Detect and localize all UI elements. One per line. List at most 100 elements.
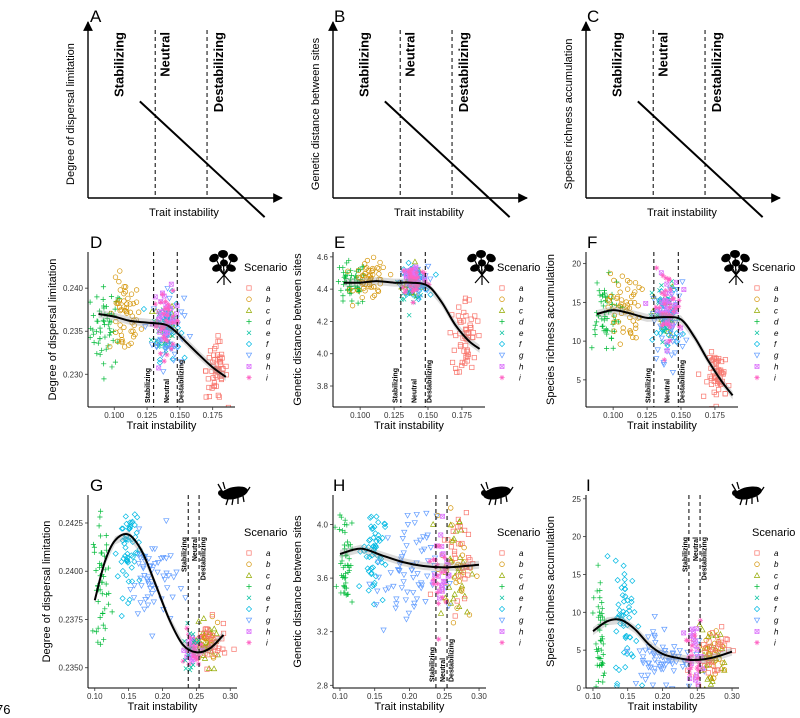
data-point-a bbox=[216, 394, 222, 400]
data-point-d bbox=[333, 583, 339, 590]
legend-key-c bbox=[753, 572, 761, 578]
data-point-g bbox=[127, 586, 134, 593]
data-point-b bbox=[376, 266, 382, 272]
data-point-i bbox=[426, 281, 432, 288]
data-point-b bbox=[461, 558, 467, 565]
scatter-points bbox=[335, 254, 482, 375]
data-point-d bbox=[591, 595, 597, 601]
data-point-d bbox=[594, 662, 600, 668]
data-point-a bbox=[730, 648, 736, 654]
legend-key-i bbox=[499, 375, 505, 381]
data-point-g bbox=[151, 546, 159, 553]
data-point-f bbox=[131, 511, 138, 518]
data-point-d bbox=[593, 641, 599, 647]
data-point-g bbox=[180, 295, 188, 302]
y-tick-label: 0.2375 bbox=[59, 615, 84, 624]
x-tick-label: 0.10 bbox=[87, 692, 103, 701]
legend-title: Scenario bbox=[244, 527, 287, 539]
panel-C: C Stabilizing Neutral Destabilizing Species … bbox=[563, 7, 781, 219]
data-point-e bbox=[190, 662, 196, 668]
data-point-i bbox=[159, 323, 165, 329]
data-point-f bbox=[371, 579, 378, 586]
data-point-f bbox=[638, 682, 646, 688]
plant-root-icon bbox=[728, 269, 744, 285]
data-point-i bbox=[421, 270, 428, 276]
data-point-g bbox=[415, 582, 422, 589]
data-point-a bbox=[711, 645, 717, 651]
legend-label-c: c bbox=[774, 571, 778, 580]
data-point-f bbox=[623, 650, 631, 657]
data-point-g bbox=[150, 599, 158, 606]
data-point-d bbox=[595, 646, 602, 652]
data-point-g bbox=[402, 597, 410, 604]
data-point-g bbox=[384, 535, 392, 542]
data-point-a bbox=[452, 548, 458, 554]
legend-label-d: d bbox=[519, 583, 524, 592]
data-point-i bbox=[689, 643, 695, 649]
data-point-a bbox=[456, 304, 462, 310]
data-point-a bbox=[702, 650, 708, 656]
data-point-d bbox=[600, 641, 606, 647]
data-point-g bbox=[164, 285, 171, 292]
data-point-g bbox=[159, 352, 166, 359]
data-point-a bbox=[468, 316, 474, 322]
data-point-b bbox=[620, 329, 626, 335]
zone-label-destabilizing: Destabilizing bbox=[680, 360, 687, 403]
data-point-b bbox=[124, 301, 130, 307]
data-point-a bbox=[210, 375, 216, 381]
x-tick-label: 0.15 bbox=[367, 692, 383, 701]
data-point-g bbox=[401, 529, 408, 536]
data-point-d bbox=[595, 654, 601, 660]
data-point-f bbox=[612, 664, 620, 671]
data-point-d bbox=[342, 521, 348, 528]
data-point-g bbox=[177, 586, 185, 593]
data-point-g bbox=[669, 650, 676, 657]
data-point-a bbox=[206, 384, 212, 391]
legend-key-g bbox=[245, 617, 253, 624]
data-point-d bbox=[592, 327, 598, 333]
panel-letter-I: I bbox=[586, 476, 591, 495]
data-point-d bbox=[345, 286, 351, 292]
data-point-f bbox=[614, 680, 621, 687]
data-point-g bbox=[651, 634, 659, 641]
data-point-a bbox=[465, 572, 471, 578]
data-point-d bbox=[348, 272, 355, 279]
panel-H: H Stabilizing Neutral Destabilizing 0.10 0.15… bbox=[292, 476, 487, 713]
data-point-d bbox=[90, 327, 96, 333]
x-axis-title: Trait instability bbox=[394, 207, 464, 219]
data-point-d bbox=[107, 329, 114, 336]
data-point-a bbox=[470, 330, 476, 336]
data-point-f bbox=[381, 523, 389, 530]
data-point-e bbox=[182, 638, 187, 644]
data-point-g bbox=[660, 661, 667, 668]
data-point-g bbox=[623, 648, 631, 655]
data-point-d bbox=[91, 339, 97, 346]
data-point-d bbox=[101, 376, 107, 382]
insect-silhouette-icon bbox=[480, 481, 514, 506]
data-point-f bbox=[628, 598, 635, 606]
data-point-i bbox=[441, 566, 447, 572]
data-point-h bbox=[664, 348, 670, 354]
data-point-d bbox=[355, 300, 361, 306]
legend-label-c: c bbox=[519, 571, 523, 580]
data-point-g bbox=[654, 347, 661, 354]
data-point-f bbox=[373, 513, 380, 520]
data-point-g bbox=[651, 318, 658, 325]
data-point-g bbox=[139, 564, 147, 570]
data-point-g bbox=[413, 596, 421, 603]
data-point-f bbox=[356, 583, 363, 590]
data-point-b bbox=[611, 328, 617, 334]
data-point-b bbox=[119, 339, 126, 345]
data-point-d bbox=[102, 626, 108, 632]
y-tick-label: 3.2 bbox=[317, 628, 329, 637]
data-point-g bbox=[424, 532, 431, 539]
data-point-i bbox=[402, 289, 408, 295]
legend-key-a bbox=[754, 550, 760, 556]
data-point-d bbox=[90, 541, 96, 548]
data-point-h bbox=[695, 654, 700, 660]
data-point-i bbox=[687, 671, 693, 678]
data-point-d bbox=[340, 574, 346, 581]
data-point-e bbox=[659, 282, 664, 288]
data-point-i bbox=[432, 557, 439, 563]
